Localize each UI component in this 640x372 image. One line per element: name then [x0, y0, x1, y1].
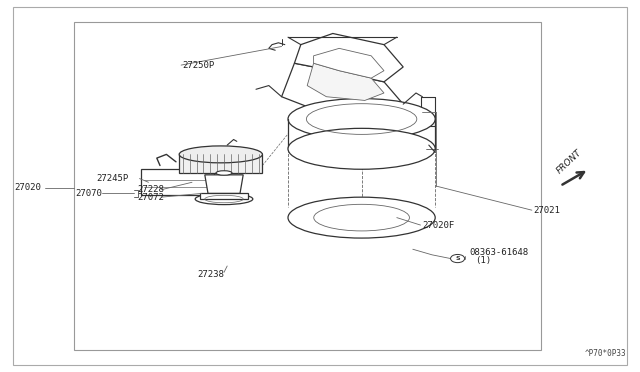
- Bar: [74, 22, 541, 350]
- Ellipse shape: [195, 193, 253, 205]
- Polygon shape: [200, 193, 248, 199]
- Text: S: S: [455, 256, 460, 261]
- Text: ^P70*0P33: ^P70*0P33: [584, 349, 626, 358]
- Polygon shape: [314, 48, 384, 78]
- Text: 27245P: 27245P: [96, 174, 128, 183]
- Ellipse shape: [288, 99, 435, 140]
- Polygon shape: [307, 63, 384, 100]
- Text: 27020F: 27020F: [422, 221, 454, 230]
- Polygon shape: [294, 33, 403, 82]
- Polygon shape: [282, 63, 403, 119]
- Ellipse shape: [216, 171, 232, 175]
- Ellipse shape: [179, 146, 262, 163]
- Text: 27020: 27020: [14, 183, 41, 192]
- Polygon shape: [205, 175, 243, 193]
- Text: 27072: 27072: [138, 193, 164, 202]
- Bar: [141, 169, 214, 195]
- Text: 27238: 27238: [198, 270, 225, 279]
- Text: 08363-61648: 08363-61648: [469, 248, 528, 257]
- Ellipse shape: [288, 128, 435, 169]
- Ellipse shape: [288, 197, 435, 238]
- Text: 27021: 27021: [533, 206, 560, 215]
- Text: (1): (1): [475, 256, 491, 265]
- Text: 27070: 27070: [76, 189, 102, 198]
- Bar: [179, 154, 262, 173]
- Text: 27250P: 27250P: [182, 61, 214, 70]
- Text: FRONT: FRONT: [555, 148, 584, 176]
- Text: 27228: 27228: [138, 185, 164, 194]
- Circle shape: [451, 254, 465, 263]
